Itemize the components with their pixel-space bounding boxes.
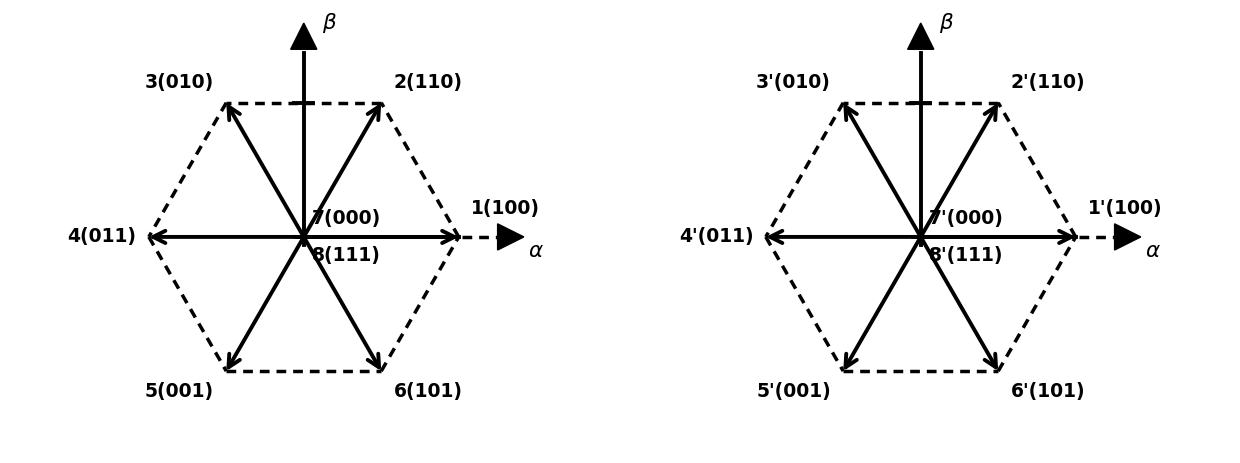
Text: 7'(000): 7'(000) [929,209,1003,228]
Text: $\beta$: $\beta$ [322,11,337,35]
Text: $\alpha$: $\alpha$ [1146,241,1162,261]
Text: 6(101): 6(101) [393,382,463,401]
Text: 7(000): 7(000) [311,209,381,228]
Polygon shape [908,23,934,49]
Text: $\alpha$: $\alpha$ [528,241,544,261]
Text: 4'(011): 4'(011) [678,227,754,246]
Text: 5'(001): 5'(001) [756,382,831,401]
Text: 6'(101): 6'(101) [1011,382,1085,401]
Text: 2'(110): 2'(110) [1011,73,1085,92]
Text: 4(011): 4(011) [67,227,136,246]
Text: 3'(010): 3'(010) [756,73,831,92]
Text: 3(010): 3(010) [145,73,213,92]
Text: 1(100): 1(100) [471,200,541,219]
Text: 8(111): 8(111) [311,246,381,265]
Polygon shape [290,23,317,49]
Text: 1'(100): 1'(100) [1087,200,1163,219]
Text: 8'(111): 8'(111) [929,246,1003,265]
Text: $\beta$: $\beta$ [939,11,954,35]
Polygon shape [1115,224,1141,250]
Polygon shape [497,224,523,250]
Text: 5(001): 5(001) [145,382,213,401]
Text: 2(110): 2(110) [393,73,463,92]
